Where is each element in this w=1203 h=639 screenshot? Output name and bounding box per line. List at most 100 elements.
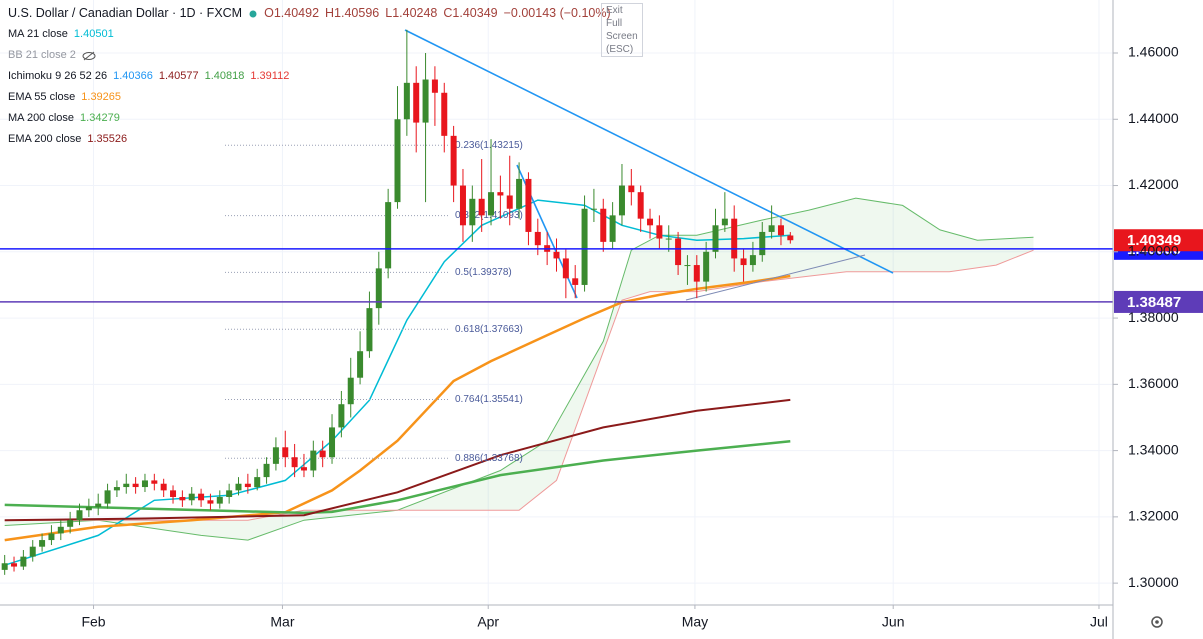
y-tick-label: 1.34000 (1128, 441, 1179, 457)
candle-body (76, 510, 83, 521)
candle-body (516, 178, 523, 209)
indicator-name: Ichimoku 9 26 52 26 (8, 70, 108, 82)
hidden-icon (82, 51, 96, 60)
candle-body (329, 427, 336, 458)
candle-body (39, 540, 46, 547)
candle-body (684, 265, 691, 267)
candle-body (300, 467, 307, 471)
candle-body (749, 255, 756, 266)
symbol-title: U.S. Dollar / Canadian Dollar · 1D · FXC… (8, 6, 243, 20)
indicator-value: 1.35526 (87, 133, 128, 145)
quote-change: −0.00143 (−0.10%) (503, 6, 611, 20)
candle-body (85, 506, 92, 511)
fib-label: 0.618(1.37663) (455, 324, 523, 335)
indicator-line (4, 199, 791, 566)
y-tick-label: 1.30000 (1128, 574, 1179, 590)
candle-body (263, 463, 270, 478)
candle-body (375, 268, 382, 309)
indicator-value: 1.40501 (73, 28, 114, 40)
status-dot (249, 10, 257, 17)
candle-body (11, 563, 18, 567)
fib-label: 0.5(1.39378) (455, 267, 512, 278)
gear[interactable] (1151, 616, 1163, 628)
candle-body (618, 185, 625, 216)
candle-body (740, 258, 747, 266)
price-tag (1114, 290, 1203, 313)
candle-body (1, 563, 8, 570)
candle-body (562, 258, 569, 279)
indicator-name: EMA 200 close (8, 133, 82, 145)
candle-body (291, 457, 298, 468)
candle-body (637, 192, 644, 219)
candle-body (665, 238, 672, 240)
y-tick-label: 1.32000 (1128, 508, 1179, 524)
y-tick-label: 1.46000 (1128, 44, 1179, 60)
eye-slash (83, 51, 95, 60)
candle-body (590, 208, 597, 210)
candle-body (413, 82, 420, 123)
candle-body (403, 82, 410, 120)
price-tag-label: 1.40349 (1127, 232, 1181, 249)
candle-body (553, 251, 560, 259)
y-tick-label: 1.38000 (1128, 309, 1179, 325)
quote-high: H1.40596 (325, 6, 380, 20)
indicator-legend: MA 200 close 1.34279 (8, 108, 611, 129)
candle-body (759, 231, 766, 256)
candle-body (179, 496, 186, 501)
candle-body (712, 225, 719, 252)
trend-line (685, 254, 866, 301)
candle-body (572, 278, 579, 285)
candle-body (647, 218, 654, 226)
candle-body (431, 79, 438, 93)
candle-body (151, 480, 158, 484)
settings-icon[interactable] (1151, 616, 1163, 628)
candle-body (95, 503, 102, 507)
candle-body (450, 135, 457, 186)
indicator-value: 1.39112 (250, 70, 290, 82)
candle-body (235, 483, 242, 491)
indicator-value: 1.40818 (204, 70, 245, 82)
candle-body (441, 92, 448, 136)
indicator-line (4, 440, 791, 515)
candle-body (609, 215, 616, 242)
x-tick-label: Feb (81, 614, 105, 630)
x-tick-label: Jun (882, 614, 905, 630)
candle-body (57, 526, 64, 534)
candle-body (104, 490, 111, 504)
x-tick-label: Apr (477, 614, 499, 630)
indicator-list: MA 21 close 1.40501 BB 21 close 2 Ichimoku … (8, 24, 611, 150)
indicator-legend: EMA 200 close 1.35526 (8, 129, 611, 150)
candle-body (366, 308, 373, 352)
candle-body (422, 79, 429, 123)
candle-body (459, 185, 466, 226)
y-tick-label: 1.36000 (1128, 375, 1179, 391)
x-tick-label: Mar (270, 614, 294, 630)
candle-body (20, 556, 27, 567)
indicator-line (4, 274, 791, 542)
indicator-legend: EMA 55 close 1.39265 (8, 87, 611, 108)
indicator-name: EMA 55 close (8, 91, 76, 103)
candle-body (534, 231, 541, 246)
candle-body (731, 218, 738, 259)
gear-hub[interactable] (1155, 620, 1159, 624)
indicator-legend: BB 21 close 2 (8, 45, 611, 66)
y-tick-label: 1.40000 (1128, 243, 1179, 259)
candle-body (170, 490, 177, 497)
candle-body (488, 192, 495, 216)
ichimoku-span (4, 249, 1034, 521)
indicator-line (4, 398, 791, 522)
candle-body (207, 500, 214, 504)
legend: U.S. Dollar / Canadian Dollar · 1D · FXC… (8, 3, 643, 150)
indicator-name: BB 21 close 2 (8, 49, 76, 61)
candle-body (244, 483, 251, 488)
fib-label: 0.764(1.35541) (455, 394, 523, 405)
candle-body (67, 520, 74, 527)
indicator-legend: MA 21 close 1.40501 (8, 24, 611, 45)
candle-body (581, 208, 588, 285)
exit-fullscreen-button[interactable]: Exit Full Screen (ESC) (601, 3, 643, 57)
indicator-value: 1.39265 (81, 91, 122, 103)
candle-body (188, 493, 195, 501)
candle-body (254, 477, 261, 488)
